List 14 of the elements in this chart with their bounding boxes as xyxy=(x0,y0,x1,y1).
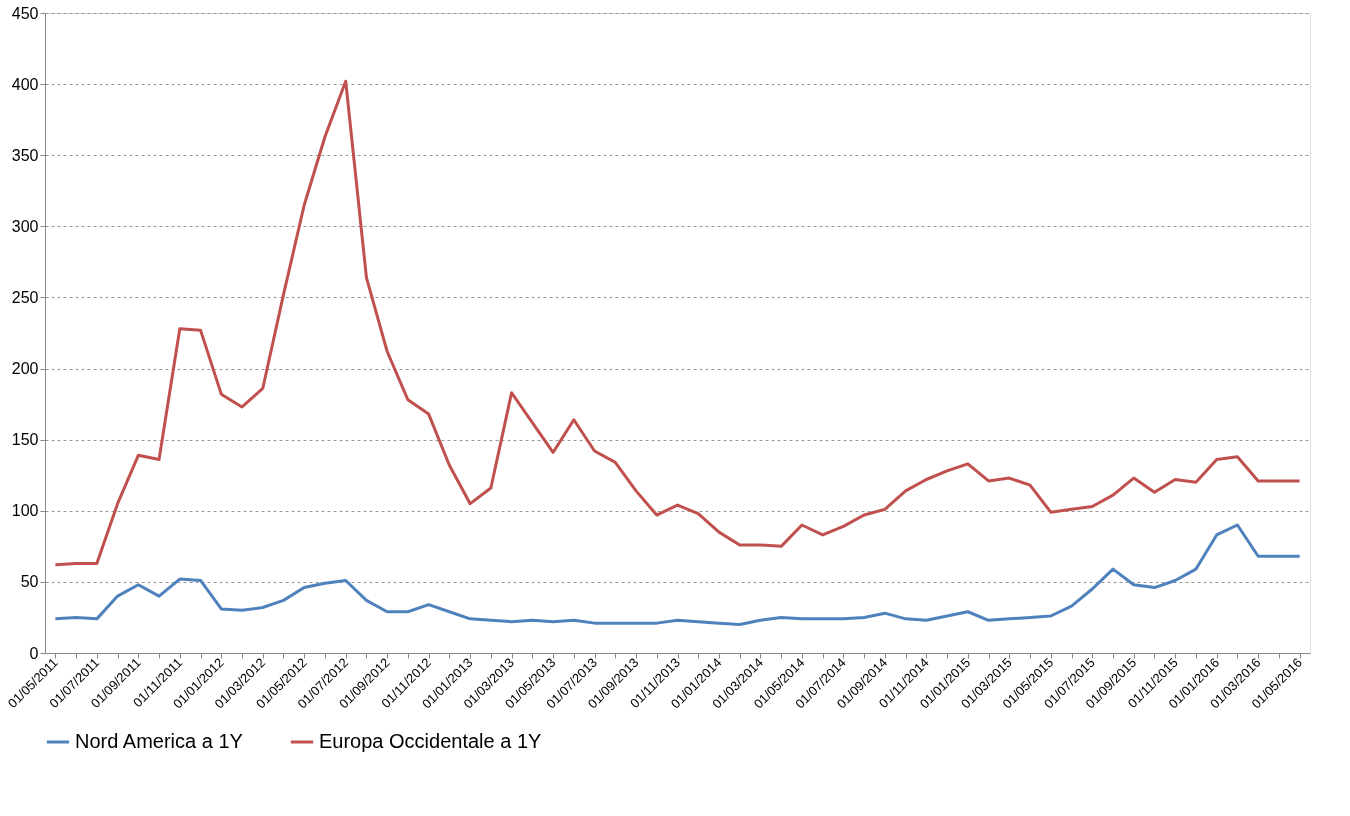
y-tick-label: 400 xyxy=(11,75,39,93)
y-tick-label: 450 xyxy=(11,4,39,22)
y-tick-label: 100 xyxy=(11,502,39,520)
y-tick-label: 0 xyxy=(29,644,39,662)
y-tick-label: 50 xyxy=(20,573,39,591)
legend-label: Europa Occidentale a 1Y xyxy=(319,730,542,752)
y-tick-label: 200 xyxy=(11,360,39,378)
y-tick-label: 150 xyxy=(11,431,39,449)
y-tick-label: 350 xyxy=(11,146,39,164)
y-tick-label: 250 xyxy=(11,288,39,306)
line-series xyxy=(53,79,1302,567)
legend-label: Nord America a 1Y xyxy=(75,730,243,752)
line-series xyxy=(53,523,1302,627)
y-tick-label: 300 xyxy=(11,217,39,235)
